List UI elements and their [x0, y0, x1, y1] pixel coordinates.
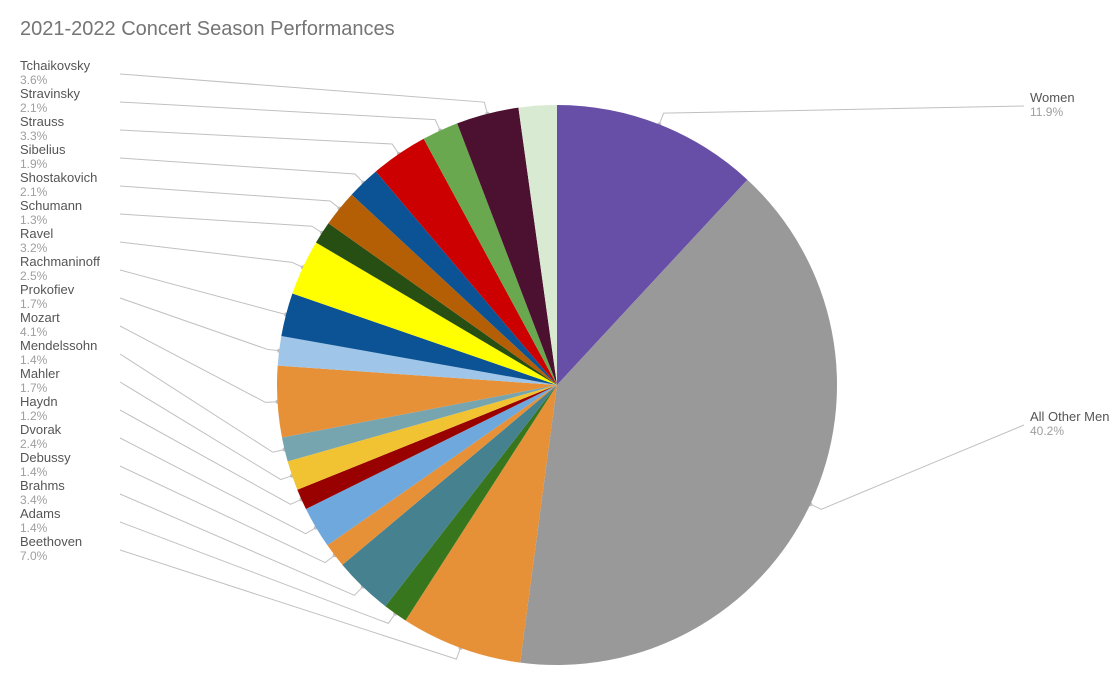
- slice-label: Women: [1030, 90, 1075, 105]
- slice-pct: 3.6%: [20, 73, 48, 87]
- slice-pct: 2.1%: [20, 101, 48, 115]
- slice-pct: 11.9%: [1030, 105, 1063, 119]
- slice-label: Brahms: [20, 478, 65, 493]
- slice-label: Dvorak: [20, 422, 62, 437]
- slice-label: Mahler: [20, 366, 60, 381]
- slice-pct: 2.5%: [20, 269, 48, 283]
- leader-line: [120, 242, 303, 267]
- slice-pct: 1.7%: [20, 297, 48, 311]
- slice-pct: 1.9%: [20, 157, 48, 171]
- slice-pct: 2.4%: [20, 437, 48, 451]
- slice-label: Debussy: [20, 450, 71, 465]
- leader-line: [120, 214, 322, 233]
- slice-pct: 1.2%: [20, 409, 48, 423]
- slice-pct: 7.0%: [20, 549, 48, 563]
- slice-pct: 1.4%: [20, 521, 48, 535]
- slice-pct: 3.4%: [20, 493, 48, 507]
- leader-line: [120, 382, 292, 480]
- slice-pct: 2.1%: [20, 185, 48, 199]
- slice-pct: 1.4%: [20, 465, 48, 479]
- slice-label: Prokofiev: [20, 282, 75, 297]
- slice-label: Sibelius: [20, 142, 66, 157]
- slice-label: Schumann: [20, 198, 82, 213]
- slice-pct: 40.2%: [1030, 424, 1064, 438]
- slice-label: Strauss: [20, 114, 65, 129]
- leader-line: [659, 106, 1024, 124]
- leader-line: [120, 410, 301, 504]
- slice-label: All Other Men: [1030, 409, 1109, 424]
- slice-label: Beethoven: [20, 534, 82, 549]
- slice-label: Shostakovich: [20, 170, 97, 185]
- leader-line: [120, 158, 363, 183]
- leader-line: [120, 270, 286, 315]
- leader-line: [120, 102, 440, 131]
- pie-chart: Women11.9% All Other Men40.2% Beethoven7.0…: [0, 0, 1115, 689]
- slice-pct: 1.4%: [20, 353, 48, 367]
- slice-label: Mozart: [20, 310, 60, 325]
- slice-label: Ravel: [20, 226, 53, 241]
- slice-pct: 4.1%: [20, 325, 48, 339]
- slice-label: Mendelssohn: [20, 338, 97, 353]
- slice-label: Haydn: [20, 394, 58, 409]
- leader-line: [120, 326, 277, 402]
- leader-line: [120, 186, 340, 209]
- slice-pct: 1.7%: [20, 381, 48, 395]
- leader-line: [810, 425, 1024, 509]
- slice-label: Stravinsky: [20, 86, 80, 101]
- leader-line: [120, 130, 399, 154]
- slice-pct: 3.3%: [20, 129, 48, 143]
- slice-pct: 3.2%: [20, 241, 48, 255]
- slice-label: Adams: [20, 506, 61, 521]
- slice-label: Rachmaninoff: [20, 254, 100, 269]
- slice-label: Tchaikovsky: [20, 58, 91, 73]
- leader-line: [120, 74, 487, 114]
- slice-pct: 1.3%: [20, 213, 48, 227]
